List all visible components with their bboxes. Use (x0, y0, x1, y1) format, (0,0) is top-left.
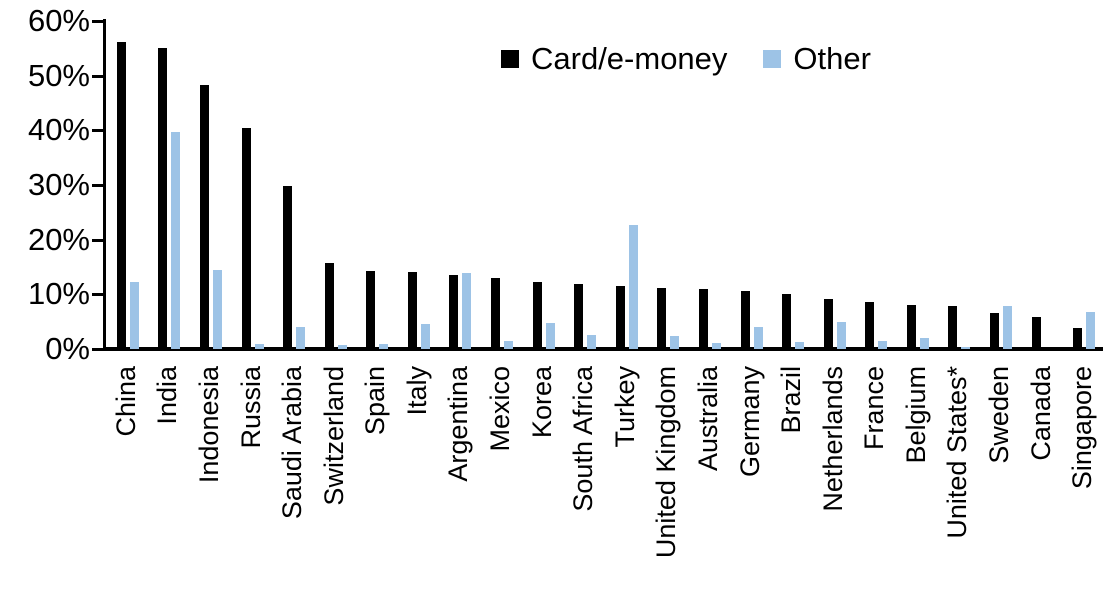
y-axis-tick (92, 129, 105, 133)
bar-card-e-money (199, 85, 209, 349)
legend-label-card-e-money: Card/e-money (531, 41, 728, 76)
bar-card-e-money (491, 278, 501, 349)
x-axis-label: Switzerland (318, 366, 349, 506)
y-axis-label: 20% (27, 221, 90, 257)
bar-other (795, 342, 805, 349)
x-axis-label: Indonesia (193, 366, 224, 484)
x-axis-label: India (152, 366, 183, 425)
y-axis-tick (92, 20, 105, 23)
x-axis-label: United States* (942, 366, 973, 539)
legend: Card/e-money Other (501, 41, 871, 77)
x-axis-label: Singapore (1067, 366, 1098, 490)
legend-item-other: Other (763, 41, 871, 77)
x-axis-label: China (110, 366, 141, 437)
y-axis-tick (92, 293, 105, 297)
bar-other (753, 327, 763, 349)
x-axis-label: United Kingdom (651, 366, 682, 559)
bar-other (296, 327, 306, 349)
bar-other (836, 322, 846, 349)
x-axis-label: Saudi Arabia (277, 366, 308, 520)
x-axis-label: Netherlands (817, 366, 848, 512)
x-axis-label: South Africa (568, 366, 599, 512)
x-axis-label: Canada (1025, 366, 1056, 461)
x-axis-label: Korea (526, 366, 557, 439)
bar-card-e-money (698, 289, 708, 349)
bar-other (587, 335, 597, 349)
bar-card-e-money (782, 294, 792, 349)
legend-swatch-card-e-money-icon (501, 50, 519, 68)
bar-other (337, 345, 347, 349)
y-axis-label: 10% (27, 276, 90, 312)
legend-label-other: Other (793, 41, 871, 76)
y-axis-label: 60% (27, 3, 90, 38)
bar-card-e-money (823, 299, 833, 349)
bar-card-e-money (948, 306, 958, 349)
legend-item-card-e-money: Card/e-money (501, 41, 727, 77)
y-axis-label: 0% (45, 331, 90, 366)
x-axis-label: Australia (692, 366, 723, 472)
bar-other (504, 341, 514, 349)
bar-card-e-money (116, 42, 126, 349)
x-axis-label: France (859, 366, 890, 451)
x-axis-label: Germany (734, 366, 765, 478)
x-axis-label: Russia (235, 366, 266, 449)
x-axis-label: Sweden (984, 366, 1015, 464)
x-axis-line (103, 347, 1103, 351)
x-axis-label: Belgium (900, 366, 931, 464)
bar-card-e-money (241, 128, 251, 349)
bar-other (545, 323, 555, 349)
bar-other (670, 336, 680, 349)
bar-card-e-money (532, 282, 542, 349)
y-axis-label: 30% (27, 167, 90, 202)
bar-card-e-money (990, 313, 1000, 349)
x-axis-label: Italy (401, 366, 432, 416)
bar-card-e-money (1073, 328, 1083, 349)
bar-other (212, 270, 222, 349)
y-axis-label: 50% (27, 57, 90, 93)
bar-other (878, 341, 888, 349)
x-axis-label: Mexico (485, 366, 516, 452)
x-axis-label: Brazil (776, 366, 807, 434)
bar-card-e-money (324, 263, 334, 349)
bar-other (711, 343, 721, 349)
bar-card-e-money (1031, 317, 1041, 349)
bar-other (379, 344, 389, 349)
bar-card-e-money (158, 48, 168, 349)
bar-card-e-money (906, 305, 916, 349)
bar-other (1086, 312, 1096, 349)
y-axis-tick (92, 184, 105, 187)
bar-card-e-money (574, 284, 584, 349)
bar-other (254, 344, 264, 349)
bar-card-e-money (407, 272, 417, 349)
x-axis-label: Argentina (443, 366, 474, 482)
bar-other (420, 324, 430, 349)
y-axis-tick (92, 348, 105, 351)
bar-other (628, 225, 638, 349)
y-axis-tick (92, 238, 105, 242)
bar-card-e-money (283, 186, 293, 349)
bar-other (129, 282, 139, 349)
x-axis-label: Spain (360, 366, 391, 436)
bar-card-e-money (449, 275, 459, 349)
bar-card-e-money (615, 286, 625, 349)
bar-other (171, 132, 181, 349)
bar-card-e-money (657, 288, 667, 349)
legend-swatch-other-icon (763, 50, 782, 68)
y-axis-tick (92, 74, 105, 78)
bar-card-e-money (865, 302, 875, 349)
bar-card-e-money (740, 291, 750, 349)
bar-other (919, 338, 929, 349)
bar-card-e-money (366, 271, 376, 349)
x-axis-label: Turkey (609, 366, 640, 448)
bar-other (1003, 306, 1013, 349)
bar-other (462, 273, 472, 349)
y-axis-label: 40% (27, 112, 90, 148)
bar-other (961, 347, 971, 349)
